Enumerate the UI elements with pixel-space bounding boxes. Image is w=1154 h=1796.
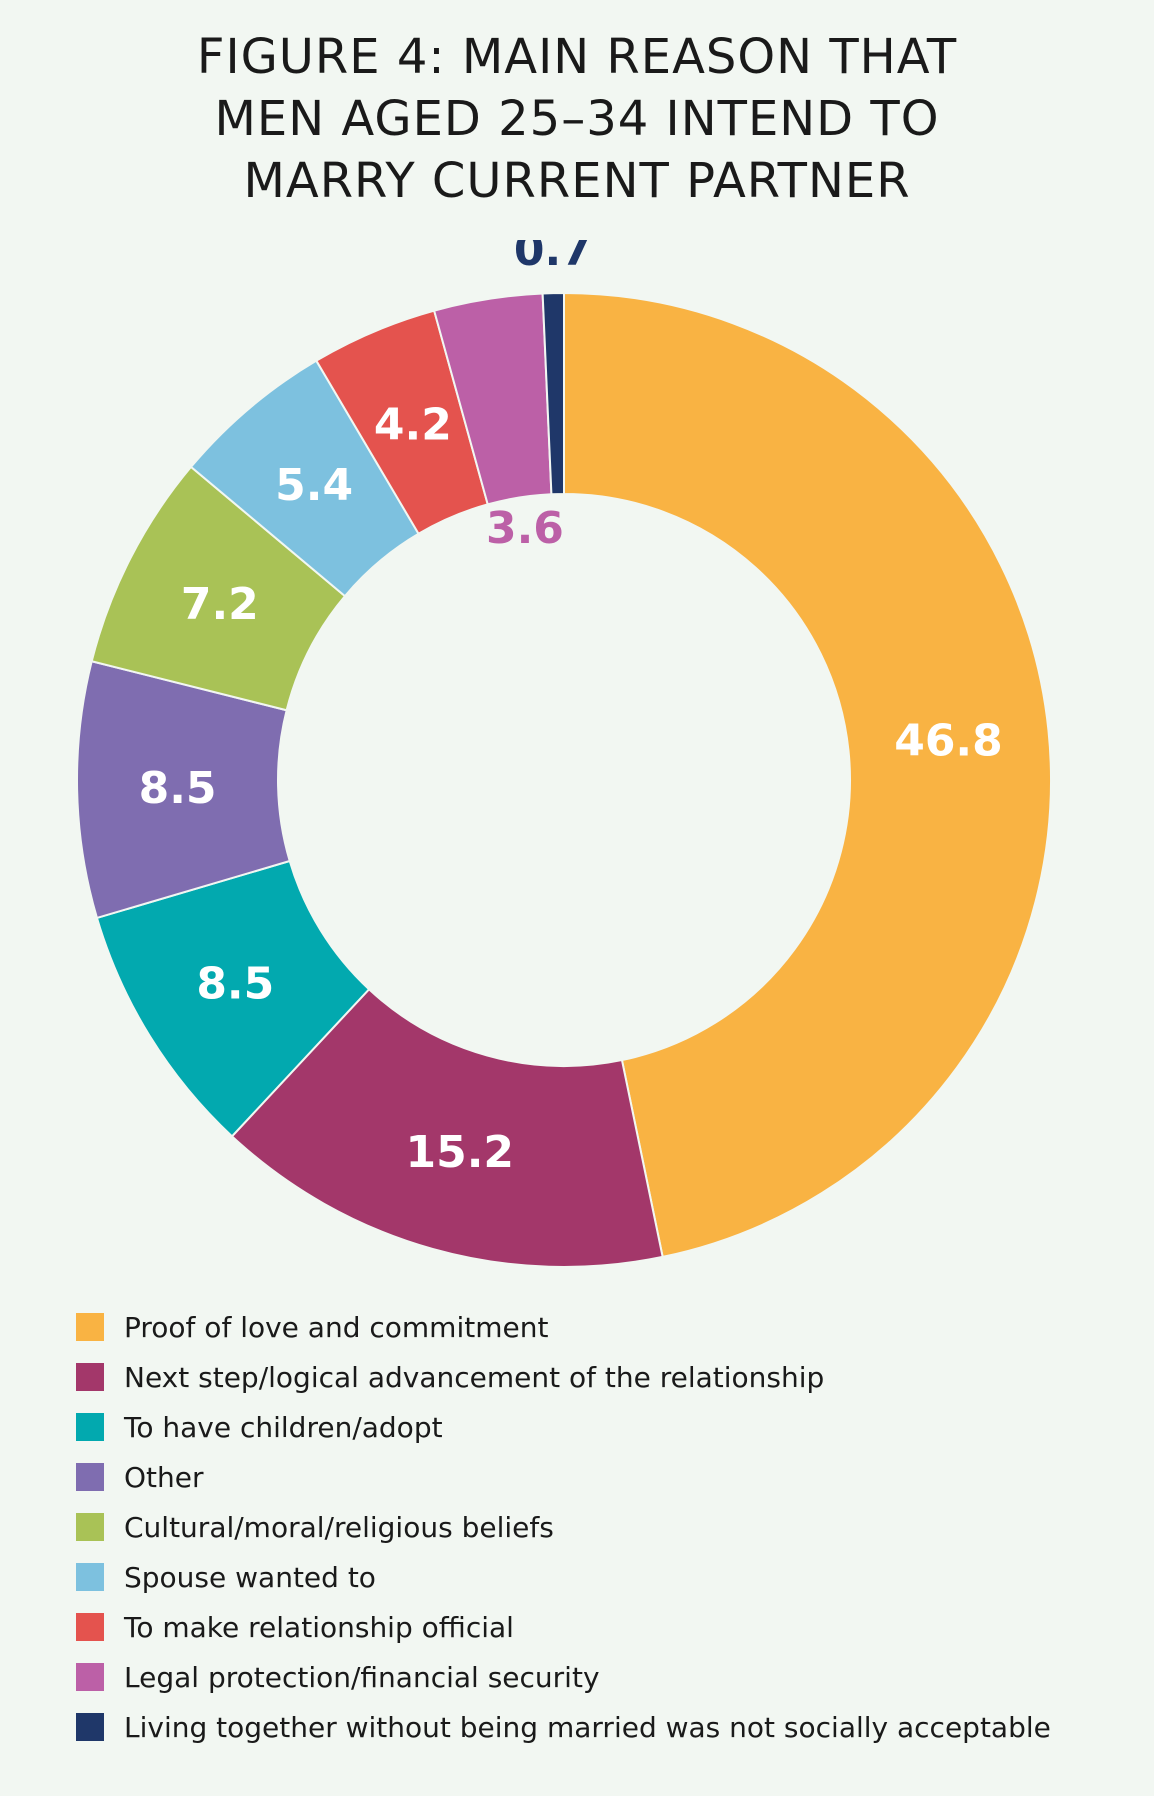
- slice-value-label-5: 7.2: [181, 579, 259, 630]
- donut-slices: [76, 291, 1052, 1268]
- slice-value-label-2: 15.2: [405, 1127, 514, 1178]
- legend-item-4: Other: [76, 1452, 1136, 1502]
- legend-item-7: To make relationship official: [76, 1602, 1136, 1652]
- chart-title-line-2: MEN AGED 25–34 INTEND TO: [214, 91, 940, 147]
- legend-item-8: Legal protection/financial security: [76, 1652, 1136, 1702]
- chart-legend: Proof of love and commitment Next step/lo…: [76, 1302, 1136, 1752]
- slice-value-label-1: 46.8: [894, 716, 1003, 767]
- donut-chart: 46.8 15.2 8.5 8.5 7.2 5.4 4.2 3.6 0.7: [76, 240, 1052, 1268]
- legend-label: Next step/logical advancement of the rel…: [124, 1360, 825, 1394]
- legend-swatch: [76, 1713, 104, 1741]
- legend-label: Proof of love and commitment: [124, 1310, 549, 1344]
- slice-value-label-8: 3.6: [486, 503, 564, 554]
- legend-swatch: [76, 1463, 104, 1491]
- chart-title-line-3: MARRY CURRENT PARTNER: [243, 153, 911, 209]
- legend-swatch: [76, 1663, 104, 1691]
- donut-slice-9: [541, 291, 565, 496]
- chart-title-line-1: FIGURE 4: MAIN REASON THAT: [196, 29, 958, 85]
- legend-label: Legal protection/financial security: [124, 1660, 600, 1694]
- donut-slice-1: [563, 291, 1052, 1259]
- legend-item-9: Living together without being married wa…: [76, 1702, 1136, 1752]
- legend-label: Cultural/moral/religious beliefs: [124, 1510, 554, 1544]
- legend-item-5: Cultural/moral/religious beliefs: [76, 1502, 1136, 1552]
- legend-label: To make relationship official: [124, 1610, 514, 1644]
- legend-item-1: Proof of love and commitment: [76, 1302, 1136, 1352]
- chart-title: FIGURE 4: MAIN REASON THAT MEN AGED 25–3…: [0, 26, 1154, 212]
- legend-swatch: [76, 1513, 104, 1541]
- slice-value-label-4: 8.5: [139, 763, 217, 814]
- donut-value-labels: 46.8 15.2 8.5 8.5 7.2 5.4 4.2 3.6 0.7: [139, 240, 1003, 1178]
- legend-label: To have children/adopt: [124, 1410, 443, 1444]
- legend-swatch: [76, 1363, 104, 1391]
- legend-item-2: Next step/logical advancement of the rel…: [76, 1352, 1136, 1402]
- legend-swatch: [76, 1613, 104, 1641]
- legend-label: Spouse wanted to: [124, 1560, 376, 1594]
- donut-slice-2: [230, 987, 664, 1268]
- legend-item-6: Spouse wanted to: [76, 1552, 1136, 1602]
- slice-value-label-9: 0.7: [514, 240, 592, 276]
- legend-label: Living together without being married wa…: [124, 1710, 1051, 1744]
- legend-swatch: [76, 1563, 104, 1591]
- slice-value-label-6: 5.4: [275, 460, 353, 511]
- legend-item-3: To have children/adopt: [76, 1402, 1136, 1452]
- legend-swatch: [76, 1413, 104, 1441]
- slice-value-label-7: 4.2: [374, 399, 452, 450]
- legend-label: Other: [124, 1460, 204, 1494]
- slice-value-label-3: 8.5: [196, 958, 274, 1009]
- legend-swatch: [76, 1313, 104, 1341]
